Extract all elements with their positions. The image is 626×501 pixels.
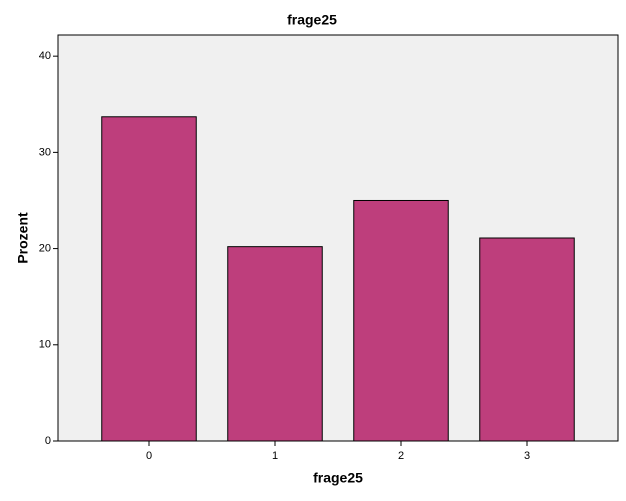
- bar: [227, 246, 323, 442]
- x-tick-label: 0: [146, 450, 152, 462]
- y-axis-label: Prozent: [15, 212, 31, 264]
- y-tick-label: 30: [39, 146, 51, 158]
- y-tick-label: 20: [39, 242, 51, 254]
- x-tick-label: 2: [398, 450, 404, 462]
- bar: [353, 199, 449, 442]
- y-tick-label: 0: [45, 435, 51, 447]
- bar: [479, 237, 575, 442]
- bar: [101, 116, 197, 442]
- x-tick-label: 1: [272, 450, 278, 462]
- x-tick-label: 3: [524, 450, 530, 462]
- y-tick-label: 10: [39, 339, 51, 351]
- chart-title: frage25: [287, 12, 337, 28]
- y-tick-label: 40: [39, 50, 51, 62]
- x-axis-label: frage25: [313, 470, 363, 486]
